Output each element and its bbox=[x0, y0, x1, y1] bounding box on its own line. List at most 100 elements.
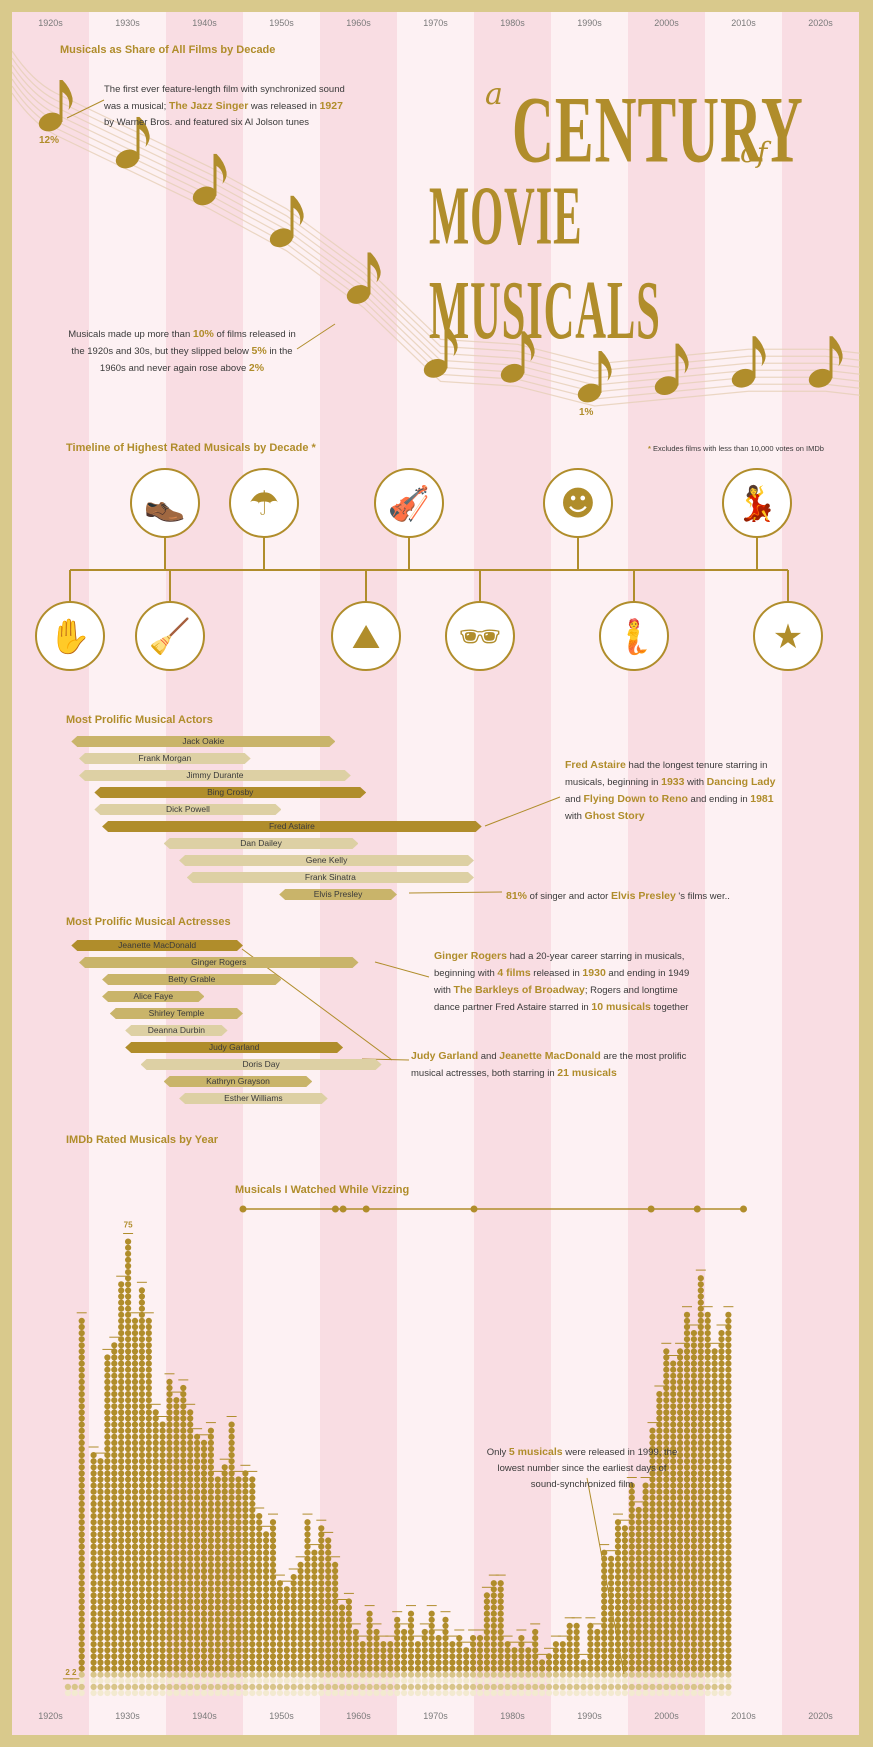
musical-dot bbox=[97, 1610, 104, 1617]
musical-dot bbox=[670, 1378, 677, 1385]
musical-dot bbox=[635, 1574, 642, 1581]
musical-dot bbox=[207, 1482, 214, 1489]
musical-dot bbox=[725, 1342, 732, 1349]
musical-dot bbox=[166, 1580, 173, 1587]
annotation-line bbox=[586, 1477, 625, 1675]
musical-dot bbox=[78, 1628, 85, 1636]
note-head bbox=[192, 186, 217, 206]
musical-dot bbox=[242, 1653, 249, 1660]
musical-dot bbox=[200, 1683, 208, 1690]
musical-dot bbox=[276, 1628, 283, 1636]
musical-dot bbox=[711, 1506, 718, 1514]
musical-dot bbox=[125, 1549, 132, 1556]
musical-dot bbox=[401, 1689, 408, 1697]
musical-dot bbox=[166, 1531, 173, 1538]
musical-dot bbox=[249, 1482, 256, 1489]
musical-dot bbox=[200, 1482, 208, 1489]
musical-dot bbox=[118, 1683, 125, 1690]
musical-dot bbox=[111, 1580, 118, 1587]
musical-dot bbox=[166, 1628, 173, 1636]
musical-dot bbox=[283, 1628, 290, 1636]
musical-dot bbox=[704, 1555, 711, 1562]
musical-dot bbox=[180, 1488, 187, 1495]
musical-dot bbox=[97, 1628, 104, 1636]
musical-dot bbox=[152, 1635, 159, 1642]
musical-dot bbox=[228, 1519, 235, 1526]
musical-dot bbox=[104, 1409, 111, 1416]
musical-dot bbox=[311, 1689, 318, 1697]
musical-dot bbox=[718, 1464, 725, 1471]
musical-dot bbox=[104, 1592, 111, 1599]
musical-dot bbox=[166, 1421, 173, 1428]
musical-dot bbox=[683, 1482, 691, 1489]
musical-dot bbox=[104, 1391, 111, 1398]
musical-dot bbox=[670, 1494, 677, 1501]
musical-dot bbox=[656, 1421, 663, 1428]
musical-dot bbox=[670, 1439, 677, 1446]
note-film: Flying Down to Reno bbox=[583, 793, 688, 805]
musical-dot bbox=[345, 1647, 352, 1654]
musical-dot bbox=[131, 1415, 139, 1422]
musical-dot bbox=[173, 1452, 180, 1459]
musical-dot bbox=[228, 1439, 235, 1446]
musical-dot bbox=[711, 1391, 718, 1398]
musical-dot bbox=[242, 1677, 249, 1684]
musical-dot bbox=[442, 1659, 449, 1666]
musical-dot bbox=[725, 1403, 732, 1410]
musical-dot bbox=[304, 1635, 311, 1642]
musical-dot bbox=[670, 1366, 677, 1373]
musical-dot bbox=[704, 1415, 711, 1422]
musical-dot bbox=[614, 1561, 622, 1568]
musical-dot bbox=[601, 1610, 608, 1617]
musical-dot bbox=[642, 1519, 649, 1526]
musical-dot bbox=[677, 1683, 684, 1690]
decade-label: 1920s bbox=[38, 18, 63, 28]
musical-dot bbox=[683, 1561, 691, 1568]
musical-dot bbox=[552, 1689, 560, 1697]
musical-dot bbox=[125, 1452, 132, 1459]
musical-dot bbox=[249, 1610, 256, 1617]
musical-dot bbox=[711, 1500, 718, 1507]
musical-dot bbox=[628, 1677, 635, 1684]
musical-dot bbox=[545, 1653, 553, 1660]
musical-dot bbox=[711, 1628, 718, 1636]
musical-dot bbox=[166, 1561, 173, 1568]
musical-dot bbox=[118, 1677, 125, 1684]
musical-dot bbox=[649, 1622, 656, 1629]
musical-dot bbox=[166, 1506, 173, 1514]
musical-dot bbox=[656, 1531, 663, 1538]
musical-dot bbox=[214, 1598, 221, 1605]
musical-dot bbox=[221, 1635, 228, 1642]
musical-dot bbox=[125, 1543, 132, 1550]
musical-dot bbox=[159, 1476, 166, 1483]
musical-dot bbox=[718, 1580, 725, 1587]
musical-dot bbox=[407, 1671, 415, 1678]
musical-dot bbox=[414, 1647, 421, 1654]
year-column bbox=[414, 1641, 421, 1697]
musical-dot bbox=[683, 1494, 691, 1501]
musical-dot bbox=[614, 1616, 622, 1623]
musical-dot bbox=[711, 1574, 718, 1581]
musical-dot bbox=[194, 1549, 201, 1556]
musical-dot bbox=[242, 1549, 249, 1556]
year-column bbox=[366, 1610, 373, 1697]
musical-dot bbox=[697, 1427, 704, 1434]
musical-dot bbox=[704, 1641, 711, 1648]
musical-dot bbox=[690, 1421, 698, 1428]
musical-dot bbox=[269, 1683, 277, 1690]
musical-dot bbox=[187, 1543, 194, 1550]
musical-dot bbox=[373, 1665, 380, 1672]
musical-dot bbox=[614, 1592, 622, 1599]
musical-dot bbox=[614, 1586, 622, 1593]
musical-dot bbox=[608, 1574, 615, 1581]
musical-dot bbox=[608, 1677, 615, 1684]
musical-dot bbox=[125, 1238, 132, 1245]
musical-dot bbox=[325, 1622, 332, 1629]
musical-dot bbox=[311, 1635, 318, 1642]
musical-dot bbox=[649, 1506, 656, 1514]
musical-dot bbox=[221, 1592, 228, 1599]
musical-dot bbox=[718, 1677, 725, 1684]
musical-dot bbox=[297, 1610, 304, 1617]
musical-dot bbox=[601, 1689, 608, 1697]
musical-dot bbox=[677, 1555, 684, 1562]
